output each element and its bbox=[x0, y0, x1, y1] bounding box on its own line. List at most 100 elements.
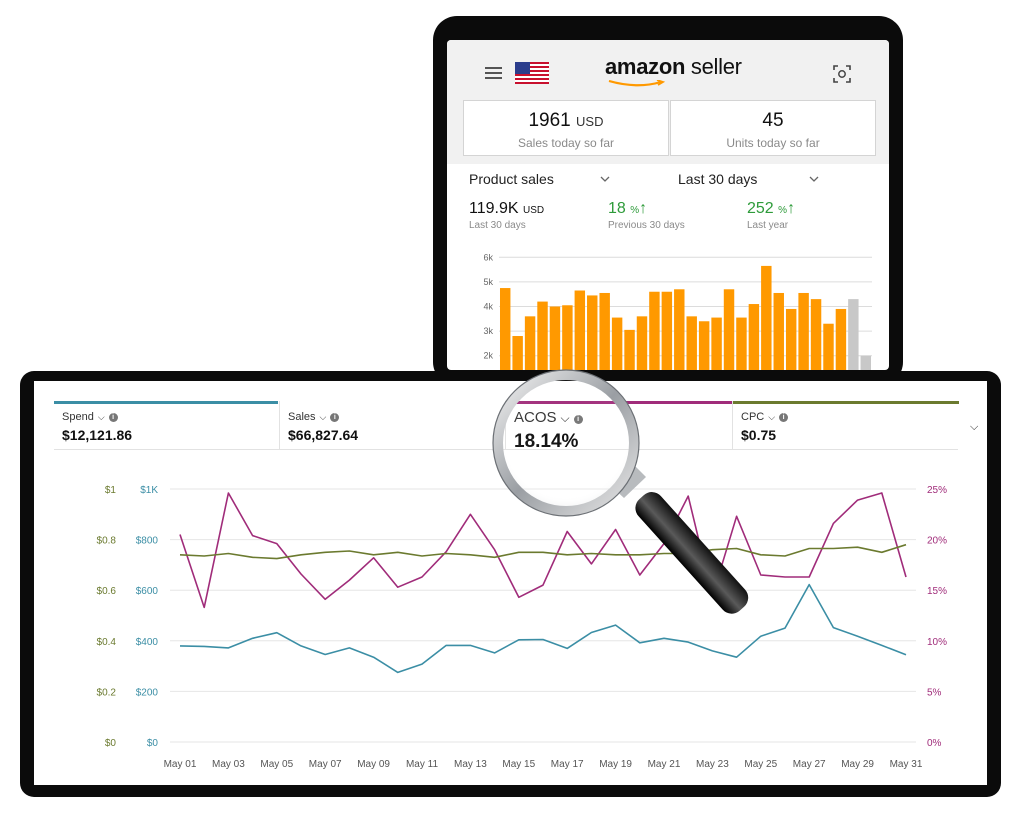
performance-line-chart: $0 $0 0% $0.2 $200 5% $0.4 $400 10% $0.6 $600 15% $0… bbox=[97, 485, 948, 770]
bar bbox=[661, 291, 673, 370]
y-tick-label: 5k bbox=[483, 277, 493, 287]
chevron-down-icon[interactable]: ⌵ bbox=[768, 412, 776, 422]
info-icon[interactable]: i bbox=[108, 413, 118, 422]
cpc-axis-tick: $0.2 bbox=[97, 687, 117, 698]
tab-color-bar bbox=[733, 401, 959, 404]
chevron-down-icon[interactable]: ⌵ bbox=[560, 411, 570, 425]
chevron-down-icon[interactable] bbox=[809, 176, 819, 182]
x-tick-label: May 01 bbox=[164, 759, 197, 770]
acos-axis-tick: 20% bbox=[927, 536, 947, 547]
tab-color-bar bbox=[54, 401, 278, 404]
y-tick-label: 3k bbox=[483, 326, 493, 336]
bar bbox=[499, 288, 511, 370]
chevron-down-icon[interactable]: ⌵ bbox=[97, 412, 105, 422]
kpi-value-line: 119.9K USD bbox=[469, 200, 544, 218]
tab-label: ACOS bbox=[514, 409, 557, 426]
spend-axis-tick: $400 bbox=[136, 637, 159, 648]
info-icon[interactable]: i bbox=[330, 413, 340, 422]
tab-cpc[interactable]: CPC ⌵ i $0.75 bbox=[732, 401, 959, 449]
y-tick-label: 4k bbox=[483, 302, 493, 312]
y-tick-label: 2k bbox=[483, 351, 493, 361]
bar bbox=[599, 292, 610, 370]
metric-tabs: Spend ⌵ i $12,121.86 Sales ⌵ i $66,827.64 AC… bbox=[54, 401, 959, 452]
kpi-last-year: 252 %↑ Last year bbox=[747, 200, 795, 231]
kpi-label: Previous 30 days bbox=[608, 220, 685, 231]
bar bbox=[860, 355, 872, 370]
x-tick-label: May 29 bbox=[841, 759, 874, 770]
y-tick-label: 6k bbox=[483, 252, 493, 262]
sales-today-value: 1961 bbox=[528, 110, 571, 131]
sales-today-label: Sales today so far bbox=[517, 136, 615, 150]
tab-value: $66,827.64 bbox=[288, 427, 359, 443]
x-tick-label: May 09 bbox=[357, 759, 390, 770]
units-today-card[interactable]: 45 Units today so far bbox=[670, 100, 876, 156]
bar bbox=[649, 291, 660, 370]
tab-label-line: Spend ⌵ i bbox=[62, 411, 118, 423]
x-tick-label: May 19 bbox=[599, 759, 632, 770]
bar bbox=[624, 329, 635, 370]
acos-axis-tick: 25% bbox=[927, 485, 947, 496]
x-tick-label: May 31 bbox=[890, 759, 923, 770]
metric-dropdown[interactable]: Product sales bbox=[469, 171, 554, 187]
arrow-up-icon: ↑ bbox=[639, 200, 648, 217]
tab-label: Spend bbox=[62, 411, 94, 423]
bar bbox=[823, 323, 834, 370]
x-tick-label: May 03 bbox=[212, 759, 245, 770]
kpi-value-line: 18 %↑ bbox=[608, 200, 685, 218]
kpi-unit: % bbox=[630, 205, 640, 216]
bar bbox=[835, 308, 847, 370]
info-icon[interactable]: i bbox=[779, 413, 789, 422]
tab-spend[interactable]: Spend ⌵ i $12,121.86 bbox=[54, 401, 278, 449]
sales-today-card[interactable]: 1961 USD Sales today so far bbox=[463, 100, 669, 156]
kpi-unit: % bbox=[778, 205, 788, 216]
x-tick-label: May 23 bbox=[696, 759, 729, 770]
bar bbox=[524, 316, 536, 370]
x-tick-label: May 11 bbox=[406, 759, 438, 770]
bar bbox=[761, 265, 772, 370]
spend-axis-tick: $800 bbox=[136, 536, 159, 547]
sales-today-unit: USD bbox=[576, 114, 604, 129]
series-line-spend bbox=[179, 583, 907, 674]
sales-today-value-line: 1961 USD bbox=[464, 110, 668, 132]
desktop-monitor-frame: Spend ⌵ i $12,121.86 Sales ⌵ i $66,827.64 AC… bbox=[20, 371, 1001, 797]
bar bbox=[773, 292, 784, 370]
series-line-cpc bbox=[179, 543, 907, 560]
units-today-value: 45 bbox=[762, 110, 784, 131]
bar bbox=[736, 317, 747, 370]
chevron-down-icon[interactable] bbox=[600, 176, 610, 182]
info-icon[interactable]: i bbox=[573, 415, 583, 424]
chevron-down-icon[interactable]: ⌵ bbox=[319, 412, 327, 422]
kpi-previous-30-days: 18 %↑ Previous 30 days bbox=[608, 200, 685, 231]
desktop-screen: Spend ⌵ i $12,121.86 Sales ⌵ i $66,827.64 AC… bbox=[34, 381, 987, 785]
cpc-axis-tick: $1 bbox=[105, 485, 117, 496]
x-tick-label: May 25 bbox=[744, 759, 777, 770]
cpc-axis-tick: $0 bbox=[105, 738, 117, 749]
hamburger-icon[interactable] bbox=[485, 67, 502, 79]
scan-icon[interactable] bbox=[833, 65, 851, 83]
tab-label: Sales bbox=[288, 411, 316, 423]
bar bbox=[711, 317, 722, 370]
amazon-smile-icon bbox=[608, 80, 666, 87]
acos-axis-tick: 0% bbox=[927, 738, 942, 749]
cpc-axis-tick: $0.4 bbox=[97, 637, 117, 648]
tab-sales[interactable]: Sales ⌵ i $66,827.64 bbox=[279, 401, 505, 449]
expand-metrics-chevron-icon[interactable]: ⌵ bbox=[970, 421, 979, 433]
tab-label-line: ACOS ⌵ i bbox=[514, 409, 583, 426]
amazon-seller-logo: amazon seller bbox=[605, 54, 742, 87]
x-tick-label: May 13 bbox=[454, 759, 487, 770]
x-tick-label: May 15 bbox=[502, 759, 535, 770]
kpi-unit: USD bbox=[522, 205, 545, 216]
x-tick-label: May 07 bbox=[309, 759, 342, 770]
arrow-up-icon: ↑ bbox=[787, 200, 796, 217]
bar bbox=[698, 321, 710, 370]
period-dropdown[interactable]: Last 30 days bbox=[678, 171, 758, 187]
spend-axis-tick: $1K bbox=[140, 485, 158, 496]
bar bbox=[512, 336, 523, 370]
bar bbox=[574, 290, 586, 370]
us-flag-icon[interactable] bbox=[515, 62, 549, 84]
bar bbox=[686, 316, 697, 370]
kpi-label: Last 30 days bbox=[469, 220, 526, 231]
brand-name-rest: seller bbox=[685, 54, 742, 79]
tab-label-line: CPC ⌵ i bbox=[741, 411, 789, 423]
tab-acos[interactable]: ACOS ⌵ i 18.14% bbox=[505, 401, 732, 452]
